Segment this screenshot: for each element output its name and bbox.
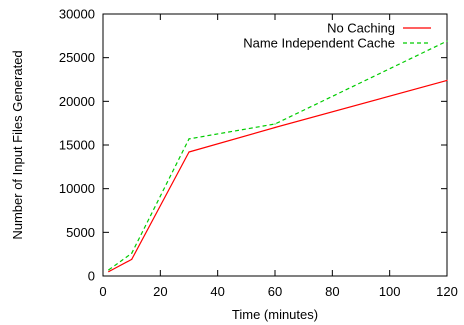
data-point-1 — [108, 271, 110, 273]
data-point-2 — [274, 123, 276, 125]
series-line-2 — [108, 40, 448, 271]
data-point-1 — [188, 151, 190, 153]
series-line-1 — [108, 79, 448, 273]
x-tick-label: 120 — [436, 284, 458, 299]
data-point-1 — [446, 79, 448, 81]
y-tick-label: 10000 — [59, 181, 95, 196]
data-point-1 — [274, 126, 276, 129]
axes — [102, 13, 448, 277]
data-point-2 — [131, 252, 133, 254]
legend-label-2: Name Independent Cache — [243, 36, 395, 51]
data-point-2 — [446, 40, 448, 42]
x-tick-label: 80 — [325, 284, 339, 299]
y-tick-label: 30000 — [59, 7, 95, 22]
x-tick-label: 0 — [99, 284, 106, 299]
series-layer — [108, 40, 448, 273]
legend-label-1: No Caching — [327, 21, 395, 36]
x-axis-label: Time (minutes) — [232, 307, 318, 322]
y-axis-label: Number of Input Files Generated — [10, 50, 25, 239]
data-point-2 — [108, 269, 110, 271]
y-tick-label: 20000 — [59, 94, 95, 109]
y-tick-label: 5000 — [66, 225, 95, 240]
ticks: 0 20 40 60 80 100 120 0 5000 10000 15000 20000 25000… — [59, 7, 458, 300]
x-tick-label: 40 — [210, 284, 224, 299]
x-tick-label: 20 — [153, 284, 167, 299]
data-point-1 — [131, 258, 133, 261]
x-tick-label: 100 — [379, 284, 401, 299]
y-tick-label: 0 — [88, 269, 95, 284]
y-tick-label: 15000 — [59, 138, 95, 153]
data-point-2 — [188, 138, 190, 140]
plot-frame — [102, 13, 448, 277]
x-tick-label: 60 — [268, 284, 282, 299]
y-tick-label: 25000 — [59, 50, 95, 65]
